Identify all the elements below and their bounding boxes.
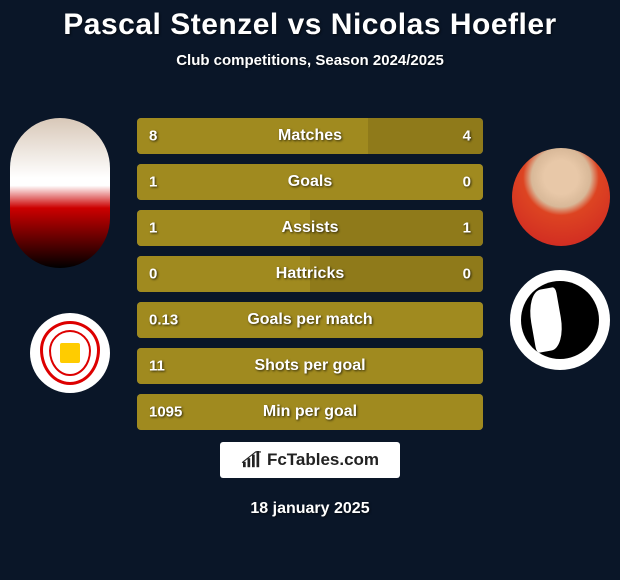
stat-label: Goals per match xyxy=(247,311,372,329)
stat-label: Matches xyxy=(278,127,342,145)
comparison-date: 18 january 2025 xyxy=(250,500,369,518)
player-left-avatar xyxy=(10,118,110,268)
stat-value-left: 8 xyxy=(149,128,157,145)
stat-label: Min per goal xyxy=(263,403,357,421)
brand-text: FcTables.com xyxy=(267,450,379,470)
stat-value-left: 1 xyxy=(149,174,157,191)
brand-chart-icon xyxy=(241,451,263,469)
stat-value-left: 11 xyxy=(149,358,165,375)
stat-label: Hattricks xyxy=(276,265,344,283)
player-right-avatar xyxy=(512,148,610,246)
comparison-subtitle: Club competitions, Season 2024/2025 xyxy=(0,52,620,69)
stat-value-left: 1 xyxy=(149,220,157,237)
club-left-logo xyxy=(30,313,110,393)
stat-row: Hattricks 0 0 xyxy=(137,256,483,292)
stat-row: Matches 8 4 xyxy=(137,118,483,154)
comparison-title: Pascal Stenzel vs Nicolas Hoefler xyxy=(0,0,620,42)
club-right-logo xyxy=(510,270,610,370)
stat-value-right: 0 xyxy=(463,266,471,283)
stat-label: Goals xyxy=(288,173,332,191)
freiburg-crest-icon xyxy=(521,281,599,359)
stat-value-left: 0 xyxy=(149,266,157,283)
stat-row: Shots per goal 11 xyxy=(137,348,483,384)
stat-row: Min per goal 1095 xyxy=(137,394,483,430)
stat-row: Goals 1 0 xyxy=(137,164,483,200)
stat-label: Shots per goal xyxy=(254,357,365,375)
vfb-crest-icon xyxy=(40,321,100,385)
stat-value-right: 0 xyxy=(463,174,471,191)
stat-bars-container: Matches84Goals10Assists11Hattricks00Goal… xyxy=(137,118,483,440)
stat-value-right: 4 xyxy=(463,128,471,145)
stat-row: Assists 1 1 xyxy=(137,210,483,246)
stat-value-right: 1 xyxy=(463,220,471,237)
stat-row: Goals per match 0.13 xyxy=(137,302,483,338)
stat-value-left: 1095 xyxy=(149,404,182,421)
stat-label: Assists xyxy=(282,219,339,237)
brand-badge: FcTables.com xyxy=(220,442,400,478)
stat-value-left: 0.13 xyxy=(149,312,178,329)
